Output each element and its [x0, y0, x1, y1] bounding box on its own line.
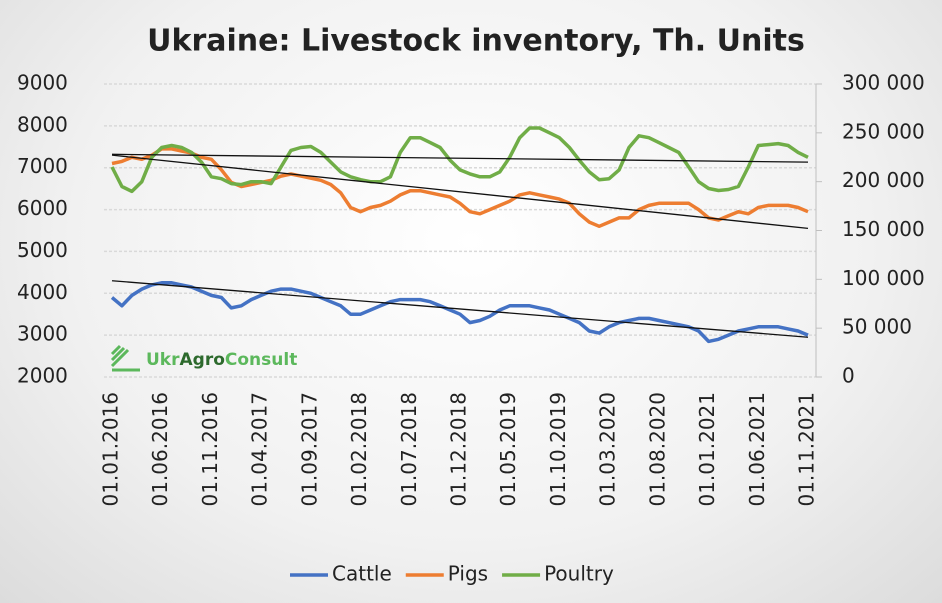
legend: Cattle Pigs Poultry [290, 562, 614, 586]
logo-icon [110, 344, 140, 372]
x-tick-label: 01.01.2021 [695, 392, 719, 507]
chart-title: Ukraine: Livestock inventory, Th. Units [147, 24, 805, 59]
y2-tick-label: 150 000 [842, 217, 925, 241]
logo-part: Ukr [146, 350, 180, 370]
x-tick-label: 01.08.2020 [645, 392, 669, 507]
legend-label: Poultry [544, 562, 614, 586]
y-tick-label: 6000 [17, 196, 68, 220]
series-line [110, 281, 809, 344]
y2-tick-label: 300 000 [842, 71, 925, 95]
x-tick-label: 01.03.2020 [596, 392, 620, 507]
y2-tick-label: 250 000 [842, 119, 925, 143]
logo-text: UkrAgroConsult [146, 350, 297, 370]
y2-tick-label: 200 000 [842, 168, 925, 192]
trend-line [111, 153, 809, 163]
legend-label: Cattle [332, 562, 392, 586]
x-tick-label: 01.12.2018 [447, 392, 471, 507]
y2-tick-label: 100 000 [842, 266, 925, 290]
series-line [111, 147, 809, 229]
x-tick-label: 01.06.2016 [148, 392, 172, 507]
y-tick-label: 2000 [17, 364, 68, 388]
trend-line [111, 154, 809, 230]
y-tick-label: 4000 [17, 280, 68, 304]
y-tick-label: 7000 [17, 154, 68, 178]
y-tick-label: 9000 [17, 71, 68, 95]
trend-line [111, 280, 809, 338]
x-tick-label: 01.11.2021 [795, 392, 819, 507]
logo: UkrAgroConsult [110, 344, 297, 372]
x-tick-label: 01.11.2016 [198, 392, 222, 507]
x-tick-label: 01.07.2018 [397, 392, 421, 507]
y-tick-label: 3000 [17, 322, 68, 346]
logo-part: Consult [225, 350, 297, 370]
y2-tick-label: 50 000 [842, 315, 912, 339]
x-tick-label: 01.05.2019 [496, 392, 520, 507]
grid [104, 83, 816, 378]
x-tick-label: 01.06.2021 [745, 392, 769, 507]
y-tick-label: 8000 [17, 112, 68, 136]
x-tick-label: 01.01.2016 [99, 392, 123, 507]
x-tick-label: 01.10.2019 [546, 392, 570, 507]
x-tick-label: 01.04.2017 [248, 392, 272, 507]
x-tick-label: 01.02.2018 [347, 392, 371, 507]
series-line [110, 126, 809, 194]
logo-part: Agro [180, 350, 225, 370]
x-tick-label: 01.09.2017 [297, 392, 321, 507]
y2-tick-label: 0 [842, 364, 855, 388]
y-tick-label: 5000 [17, 238, 68, 262]
legend-label: Pigs [448, 562, 488, 586]
